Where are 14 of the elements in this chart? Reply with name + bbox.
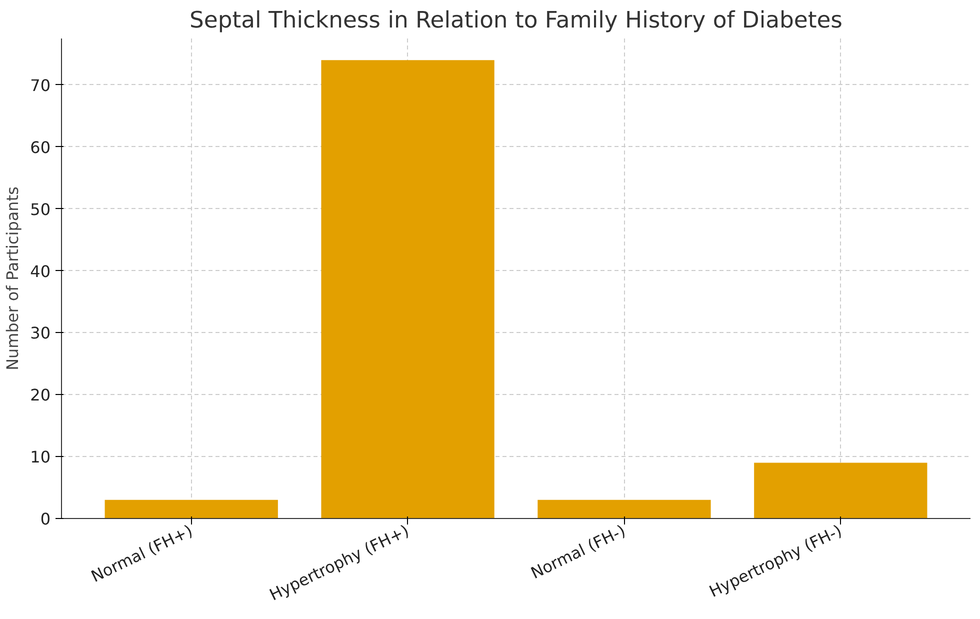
y-tick-label: 20 — [30, 386, 50, 405]
y-tick-label: 50 — [30, 200, 50, 219]
y-axis-title: Number of Participants — [3, 186, 22, 370]
bar — [321, 60, 494, 518]
bar — [538, 500, 711, 518]
chart-title: Septal Thickness in Relation to Family History of Diabetes — [190, 8, 842, 34]
y-tick-label: 0 — [40, 510, 51, 528]
y-tick-label: 40 — [30, 262, 50, 281]
bar — [754, 462, 928, 518]
y-tick-label: 70 — [30, 76, 50, 95]
y-tick-label: 60 — [30, 138, 50, 157]
y-tick-label: 10 — [30, 448, 50, 467]
y-tick-label: 30 — [30, 324, 50, 343]
bar — [104, 500, 278, 518]
